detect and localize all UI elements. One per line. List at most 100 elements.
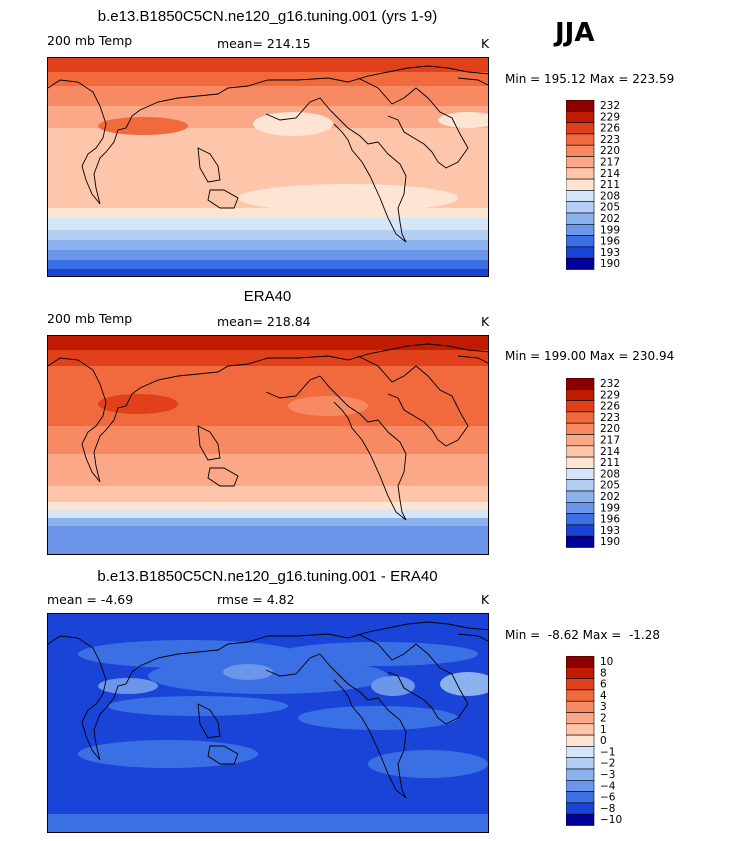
colorbar-tick-label: −2 [600,758,615,770]
colorbar-tick-label: 208 [600,468,620,480]
colorbar-tick-label: 10 [600,656,613,668]
colorbar-tick-label: −8 [600,803,615,815]
colorbar-tick-label: 0 [600,735,607,747]
colorbar-swatch [565,156,595,169]
colorbar-tick-label: 217 [600,157,620,169]
colorbar-tick-label: −3 [600,769,615,781]
map-1-band [48,72,488,86]
colorbar-tick-label: 193 [600,525,620,537]
colorbar-swatch [565,502,595,514]
colorbar-tick-label: 220 [600,423,620,435]
colorbar-tick-label: 223 [600,134,620,146]
panel-2-mean-label: mean= 218.84 [217,314,311,329]
colorbar-swatch [565,757,595,770]
colorbar-swatch [565,111,595,123]
map-2-band [48,526,488,554]
map-3-blob [98,678,158,694]
colorbar-tick-label: 1 [600,724,607,736]
map-1-blob [438,112,488,128]
colorbar-tick-label: 226 [600,401,620,413]
map-2-band [48,336,488,350]
colorbar-tick-label: 232 [600,100,620,112]
map-1-blob [98,117,188,135]
colorbar-tick-label: −10 [600,814,622,826]
map-3-blob [298,706,458,730]
colorbar-tick-label: 229 [600,389,620,401]
map-3-blob [78,740,258,768]
colorbar-tick-label: 8 [600,667,607,679]
colorbar-swatch [565,723,595,736]
map-1-band [48,86,488,106]
map-1-blob [253,112,333,136]
panel-2-minmax: Min = 199.00 Max = 230.94 [505,349,675,363]
panel-1-units-label: K [481,36,490,51]
panel-2-variable-label: 200 mb Temp [47,311,133,326]
colorbar-swatch [565,122,595,135]
panel-3-units-label: K [481,592,490,607]
colorbar-tick-label: −6 [600,792,616,804]
panel-1-colorbar: 232 229 226 223 220 217 214 211 208 205 202 199 196 1… [565,99,646,285]
colorbar-swatch [565,802,595,815]
panel-3-rmse-label: rmse = 4.82 [217,592,295,607]
map-2-blob [98,394,178,414]
panel-1-colorbar-svg: 2322292262232202172142112082052021991961… [565,99,620,270]
colorbar-tick-label: −1 [600,746,615,758]
colorbar-tick-label: 190 [600,536,620,548]
map-1-band [48,218,488,230]
colorbar-tick-label: 199 [600,224,620,236]
colorbar-swatch [565,490,595,503]
map-2-band [48,454,488,486]
colorbar-swatch [565,479,595,492]
colorbar-swatch [565,201,595,214]
colorbar-tick-label: 190 [600,258,620,270]
map-2-band [48,502,488,510]
colorbar-tick-label: 202 [600,213,620,225]
colorbar-swatch [565,813,595,826]
colorbar-swatch [565,780,595,792]
map-1-band [48,230,488,240]
panel-2-units-label: K [481,314,490,329]
colorbar-tick-label: 226 [600,123,620,135]
colorbar-swatch [565,257,595,270]
panel-1-map-svg [48,58,488,276]
map-2-band [48,518,488,526]
colorbar-swatch [565,524,595,537]
map-2-band [48,426,488,454]
colorbar-swatch [565,434,595,447]
map-3-blob [368,750,488,778]
panel-3-map [47,613,489,833]
map-2-band [48,510,488,518]
colorbar-swatch [565,389,595,401]
panel-2-colorbar-svg: 2322292262232202172142112082052021991961… [565,377,620,548]
colorbar-swatch [565,456,595,469]
map-1-blob [238,184,458,212]
colorbar-swatch [565,746,595,759]
colorbar-tick-label: 205 [600,202,620,214]
colorbar-swatch [565,422,595,435]
panel-3-title: b.e13.B1850C5CN.ne120_g16.tuning.001 - E… [97,568,438,585]
colorbar-swatch [565,246,595,259]
colorbar-swatch [565,144,595,157]
colorbar-swatch [565,655,595,668]
map-1-band [48,260,488,269]
colorbar-swatch [565,178,595,191]
colorbar-swatch [565,667,595,679]
colorbar-tick-label: 211 [600,457,620,469]
panel-1-minmax: Min = 195.12 Max = 223.59 [505,72,675,86]
panel-2-map-svg [48,336,488,554]
panel-3-minmax: Min = -8.62 Max = -1.28 [505,628,661,642]
map-1-band [48,240,488,250]
colorbar-tick-label: 211 [600,179,620,191]
colorbar-tick-label: −4 [600,780,616,792]
colorbar-swatch [565,411,595,424]
colorbar-swatch [565,535,595,548]
panel-3-mean-label: mean = -4.69 [47,592,134,607]
colorbar-swatch [565,190,595,203]
season-label: JJA [555,18,595,48]
colorbar-tick-label: 2 [600,713,607,725]
map-2-blob [288,396,368,416]
colorbar-tick-label: 196 [600,514,620,526]
colorbar-swatch [565,445,595,458]
colorbar-swatch [565,768,595,781]
panel-1-mean-label: mean= 214.15 [217,36,311,51]
